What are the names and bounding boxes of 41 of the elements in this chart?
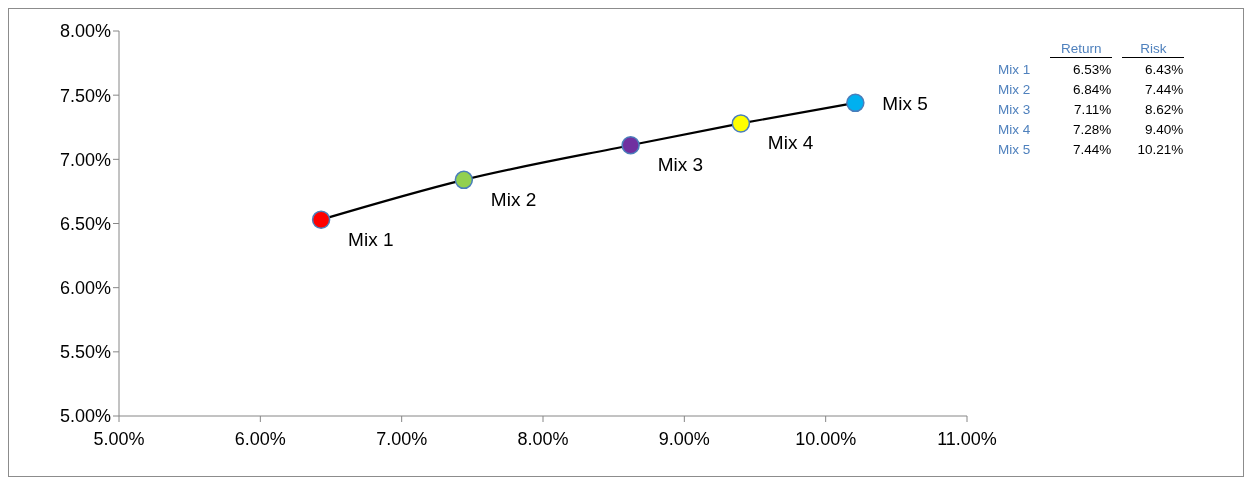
point bbox=[311, 210, 331, 229]
y-tick-label: 7.00% bbox=[59, 149, 111, 170]
text: Return bbox=[1050, 40, 1113, 58]
y-tick-label: 6.00% bbox=[59, 278, 111, 299]
x-tick-label: 7.00% bbox=[376, 428, 428, 449]
text: 6.53% bbox=[1072, 61, 1113, 78]
annotation: Mix 1 bbox=[348, 228, 394, 250]
x-tick-label: 5.00% bbox=[93, 428, 145, 449]
x-tick-label: 11.00% bbox=[937, 428, 997, 449]
annotation: Mix 4 bbox=[767, 132, 814, 154]
annotation: Mix 5 bbox=[882, 92, 928, 114]
y-tick-label: 5.00% bbox=[59, 406, 111, 427]
y-tick-label: 6.50% bbox=[59, 213, 111, 234]
text: 7.28% bbox=[1072, 121, 1113, 138]
text: Mix 2 bbox=[997, 81, 1032, 98]
text: Mix 4 bbox=[997, 121, 1032, 138]
annotation: Mix 2 bbox=[490, 188, 537, 210]
y-tick-label: 5.50% bbox=[59, 342, 111, 363]
x-tick-label: 8.00% bbox=[517, 428, 569, 449]
text: 9.40% bbox=[1144, 121, 1185, 138]
point bbox=[621, 135, 640, 155]
text: 7.44% bbox=[1072, 141, 1113, 158]
text: 6.43% bbox=[1144, 61, 1185, 78]
text: 7.44% bbox=[1144, 81, 1185, 98]
x-tick-label: 9.00% bbox=[658, 428, 710, 449]
x-tick-label: 10.00% bbox=[795, 428, 857, 449]
y-tick-label: 8.00% bbox=[59, 21, 111, 42]
text: 8.62% bbox=[1144, 101, 1185, 118]
text: 6.84% bbox=[1072, 81, 1113, 98]
annotation: Mix 3 bbox=[657, 154, 704, 176]
text: Mix 5 bbox=[997, 141, 1032, 158]
text: Mix 1 bbox=[997, 61, 1032, 78]
point bbox=[731, 114, 751, 133]
x-tick-label: 6.00% bbox=[234, 428, 286, 449]
text: 10.21% bbox=[1136, 141, 1185, 158]
text: Mix 3 bbox=[997, 101, 1032, 118]
text: Risk bbox=[1122, 40, 1185, 58]
y-tick-label: 7.50% bbox=[59, 85, 111, 106]
point bbox=[454, 170, 474, 190]
point bbox=[846, 93, 865, 113]
text: 7.11% bbox=[1073, 101, 1113, 118]
